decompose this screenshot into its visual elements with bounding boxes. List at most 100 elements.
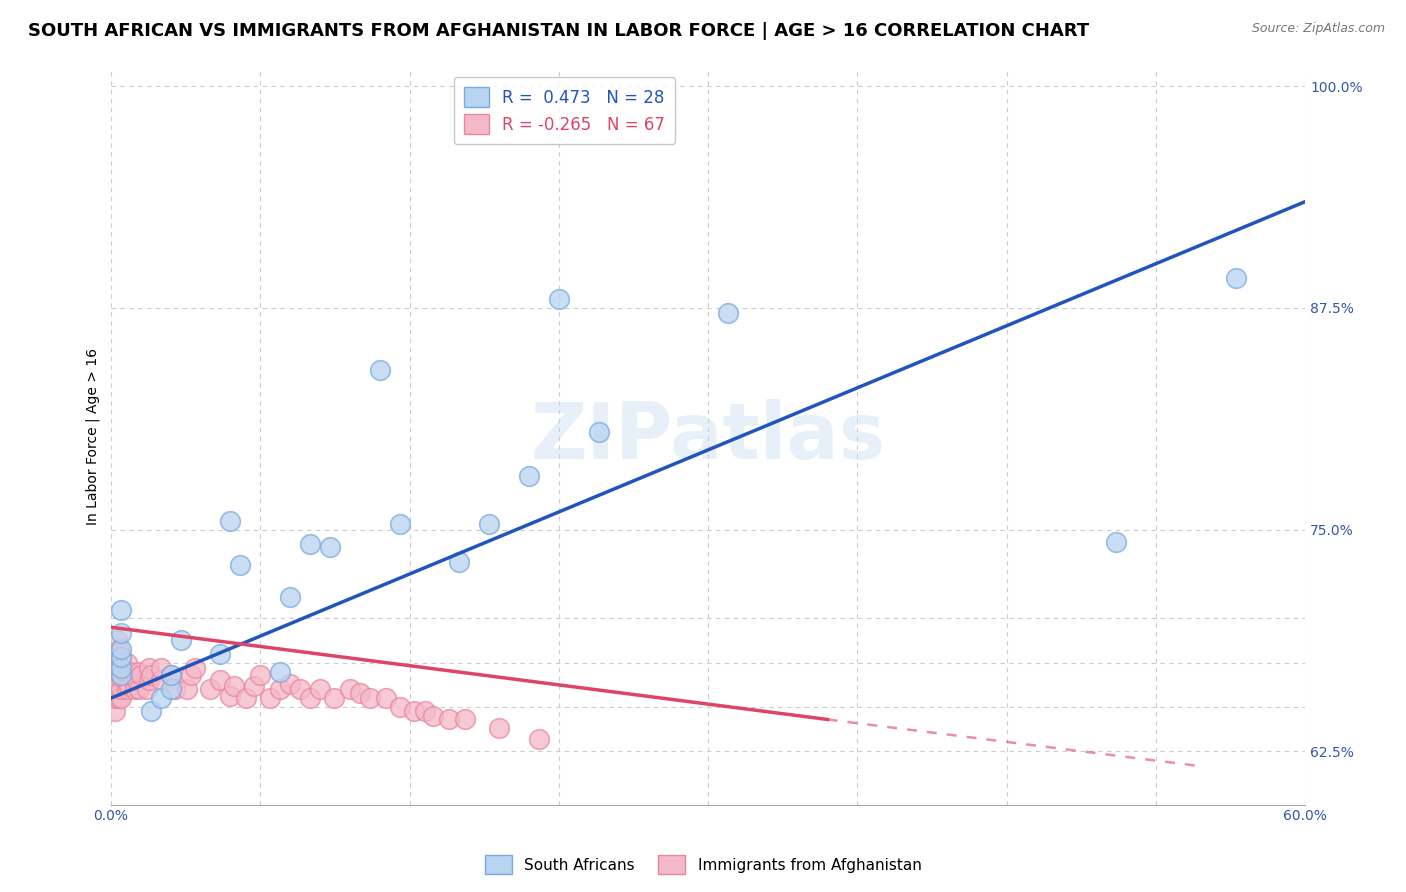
Point [149,673,172,688]
Point [259,691,281,706]
Point [1225,270,1247,285]
Point [115,656,138,670]
Point [159,668,181,682]
Point [149,691,172,706]
Point [169,632,191,647]
Text: Source: ZipAtlas.com: Source: ZipAtlas.com [1251,22,1385,36]
Point [288,682,311,697]
Point [298,691,321,706]
Point [309,682,332,697]
Point [339,682,361,697]
Point [110,668,132,682]
Point [449,555,471,569]
Point [129,668,152,682]
Point [278,677,301,691]
Point [588,425,610,439]
Point [110,661,132,675]
Point [108,691,131,706]
Point [176,682,198,697]
Point [118,679,141,693]
Point [110,670,132,684]
Point [388,700,411,714]
Point [104,661,127,675]
Point [105,632,128,647]
Point [374,691,396,706]
Point [159,682,181,697]
Point [415,704,437,718]
Point [110,682,132,697]
Point [422,709,444,723]
Point [104,670,127,684]
Point [200,682,222,697]
Point [209,647,232,661]
Point [163,682,186,697]
Point [110,641,132,656]
Point [322,691,344,706]
Point [717,306,740,320]
Point [547,292,569,306]
Point [115,668,138,682]
Point [319,541,342,555]
Point [104,704,127,718]
Point [104,682,127,697]
Point [139,704,162,718]
Point [488,722,510,736]
Point [517,469,540,483]
Point [105,679,128,693]
Point [527,731,550,746]
Point [138,673,160,688]
Point [269,682,291,697]
Point [135,682,157,697]
Point [229,558,252,573]
Text: SOUTH AFRICAN VS IMMIGRANTS FROM AFGHANISTAN IN LABOR FORCE | AGE > 16 CORRELATI: SOUTH AFRICAN VS IMMIGRANTS FROM AFGHANI… [28,22,1090,40]
Point [388,517,411,532]
Point [243,679,266,693]
Point [183,661,205,675]
Point [124,682,146,697]
Point [110,602,132,616]
Legend: R =  0.473   N = 28, R = -0.265   N = 67: R = 0.473 N = 28, R = -0.265 N = 67 [454,77,675,145]
Point [105,647,128,661]
Point [219,690,242,704]
Point [224,679,246,693]
Point [349,686,371,700]
Point [105,668,128,682]
Point [478,517,501,532]
Point [128,665,150,679]
Point [402,704,425,718]
Point [108,677,131,691]
Point [235,691,257,706]
Point [368,363,391,377]
Point [454,713,477,727]
Point [125,673,148,688]
Point [219,514,242,528]
Point [105,661,128,675]
Point [180,668,202,682]
Point [359,691,381,706]
Point [149,661,172,675]
Point [278,590,301,604]
Point [159,668,181,682]
Point [128,682,150,697]
Point [209,673,232,688]
Point [104,650,127,665]
Point [1105,535,1128,549]
Point [110,650,132,665]
Point [269,665,291,679]
Legend: South Africans, Immigrants from Afghanistan: South Africans, Immigrants from Afghanis… [478,849,928,880]
Point [110,691,132,706]
Point [118,665,141,679]
Point [115,682,138,697]
Point [110,625,132,640]
Text: ZIPatlas: ZIPatlas [530,399,886,475]
Point [110,650,132,665]
Point [110,661,132,675]
Point [298,537,321,551]
Y-axis label: In Labor Force | Age > 16: In Labor Force | Age > 16 [86,348,100,525]
Point [108,643,131,657]
Point [139,668,162,682]
Point [104,691,127,706]
Point [439,713,461,727]
Point [138,661,160,675]
Point [249,668,271,682]
